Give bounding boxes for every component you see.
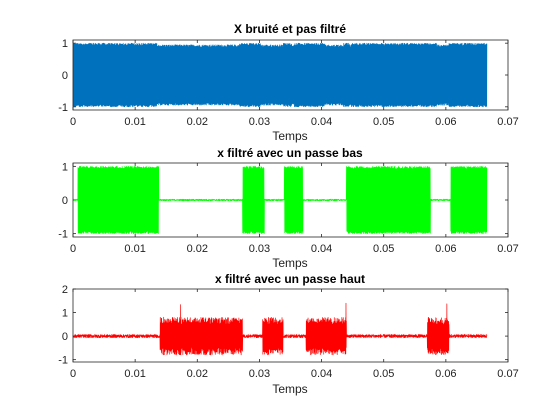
x-tick-label: 0.07 — [497, 116, 518, 128]
subplot-title: x filtré avec un passe haut — [215, 272, 365, 286]
x-tick-label: 0.04 — [311, 243, 332, 255]
x-tick-label: 0.01 — [124, 368, 145, 380]
signal-line — [72, 302, 488, 356]
x-tick-label: 0.06 — [435, 116, 456, 128]
axes-frame — [72, 39, 509, 111]
x-axis-label: Temps — [272, 382, 307, 396]
x-tick-label: 0.01 — [124, 243, 145, 255]
y-tick-label: 2 — [62, 284, 68, 296]
y-tick-label: 1 — [62, 161, 68, 173]
signal-trace — [72, 42, 488, 108]
x-tick-label: 0.07 — [497, 368, 518, 380]
x-tick-label: 0.07 — [497, 243, 518, 255]
subplot-highpass: x filtré avec un passe haut 0 0.01 0.02 0.0… — [58, 272, 518, 396]
subplot-title: x filtré avec un passe bas — [217, 146, 363, 160]
x-tick-label: 0.06 — [435, 368, 456, 380]
x-tick-label: 0.05 — [373, 243, 394, 255]
x-tick-label: 0 — [70, 243, 76, 255]
y-tick-label: 0 — [62, 195, 68, 207]
signal-trace — [72, 302, 488, 356]
signal-trace — [72, 166, 488, 234]
x-tick-label: 0.04 — [311, 116, 332, 128]
x-tick-label: 0.01 — [124, 116, 145, 128]
x-tick-label: 0.03 — [249, 368, 270, 380]
x-axis-label: Temps — [272, 129, 307, 143]
x-tick-label: 0.05 — [373, 368, 394, 380]
x-tick-label: 0.04 — [311, 368, 332, 380]
y-tick-label: -1 — [58, 102, 68, 114]
axes-frame — [72, 162, 509, 238]
axes-frame — [72, 288, 509, 363]
y-tick-label: 1 — [62, 38, 68, 50]
y-tick-label: 0 — [62, 331, 68, 343]
subplot-title: X bruité et pas filtré — [234, 22, 346, 36]
y-tick-label: -1 — [58, 355, 68, 367]
y-tick-label: 1 — [62, 308, 68, 320]
y-tick-label: -1 — [58, 229, 68, 241]
x-axis-label: Temps — [272, 256, 307, 270]
x-tick-label: 0.03 — [249, 116, 270, 128]
subplot-noisy-unfiltered: X bruité et pas filtré 0 0.01 0.02 0.03 0.04… — [58, 22, 518, 143]
signal-line — [72, 166, 488, 234]
x-tick-label: 0 — [70, 116, 76, 128]
x-tick-label: 0.02 — [187, 116, 208, 128]
x-tick-label: 0.02 — [187, 368, 208, 380]
x-tick-label: 0.05 — [373, 116, 394, 128]
x-tick-label: 0 — [70, 368, 76, 380]
y-tick-label: 0 — [62, 70, 68, 82]
signal-line — [72, 42, 488, 108]
x-tick-label: 0.03 — [249, 243, 270, 255]
x-tick-label: 0.02 — [187, 243, 208, 255]
subplot-lowpass: x filtré avec un passe bas 0 0.01 0.02 0.03… — [58, 146, 518, 270]
x-tick-label: 0.06 — [435, 243, 456, 255]
